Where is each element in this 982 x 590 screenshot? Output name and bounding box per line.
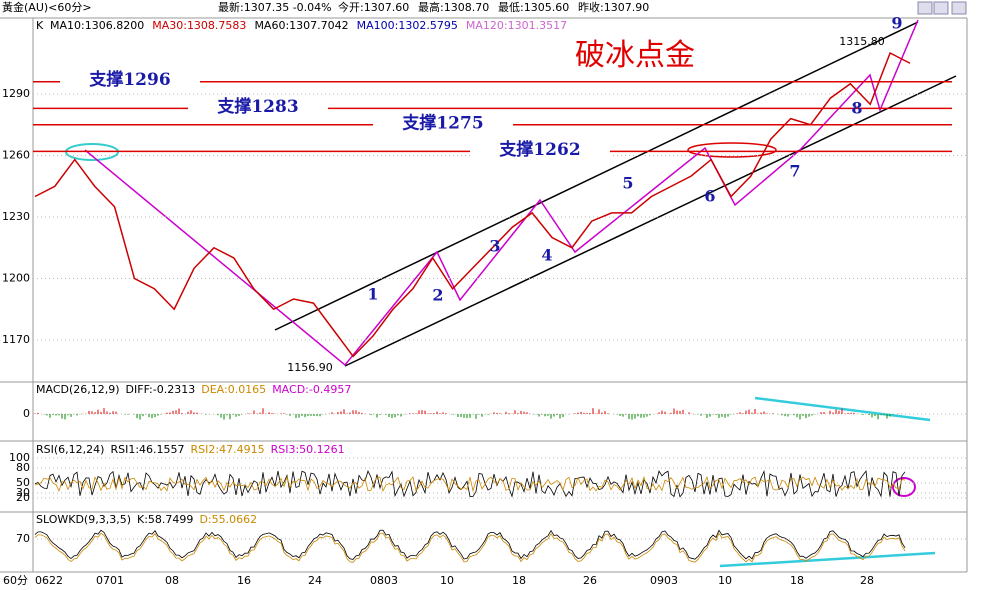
indicator-label: MA30:1308.7583 [152, 19, 246, 32]
indicator-trace [34, 475, 906, 493]
x-tick-label: 16 [237, 574, 251, 587]
y-tick-label: 1230 [2, 210, 30, 223]
y-tick-label: 50 [16, 476, 30, 489]
y-tick-label: 20 [16, 491, 30, 504]
x-tick-label: 10 [718, 574, 732, 587]
y-tick-label: 30 [16, 486, 30, 499]
support-label: 支撑1283 [217, 96, 298, 117]
window-buttons[interactable] [917, 1, 967, 15]
indicator-label: D:55.0662 [199, 513, 257, 526]
indicator-trace [34, 532, 906, 563]
wave-number: 5 [622, 174, 633, 193]
indicator-label: RSI1:46.1557 [110, 443, 184, 456]
label-bg [188, 98, 328, 119]
x-tick-label: 0903 [650, 574, 678, 587]
y-tick-label: 0 [23, 407, 30, 420]
indicator-label: RSI(6,12,24) [36, 443, 104, 456]
x-tick-label: 18 [790, 574, 804, 587]
wave-number: 6 [704, 187, 715, 206]
indicator-label: DEA:0.0165 [201, 383, 266, 396]
header-item: 最高:1308.70 [418, 0, 489, 14]
highlight [687, 142, 777, 158]
y-tick-label: 70 [16, 532, 30, 545]
x-tick-label: 26 [583, 574, 597, 587]
indicator-label: K:58.7499 [137, 513, 193, 526]
x-tick-label: 24 [308, 574, 322, 587]
header-item: 最低:1305.60 [498, 1, 569, 14]
indicator-label: MA60:1307.7042 [254, 19, 348, 32]
wave-number: 7 [789, 162, 800, 181]
indicator-label: SLOWKD(9,3,3,5) [36, 513, 131, 526]
y-tick-label: 100 [9, 451, 30, 464]
support-label: 支撑1275 [402, 112, 483, 133]
indicator-label: DIFF:-0.2313 [126, 383, 196, 396]
wave-path [84, 19, 919, 367]
label-bg [60, 71, 200, 92]
x-tick-label: 18 [512, 574, 526, 587]
y-tick-label: 1170 [2, 333, 30, 346]
period-label: 60分 [3, 574, 28, 587]
indicator-label: K [36, 19, 44, 32]
support-label: 支撑1262 [499, 139, 580, 160]
label-bg [470, 141, 610, 162]
indicator-label: MACD:-0.4957 [272, 383, 351, 396]
indicator-label: MA120:1301.3517 [466, 19, 567, 32]
indicator-label: RSI3:50.1261 [271, 443, 345, 456]
price-line [34, 51, 911, 358]
header-item: 今开:1307.60 [338, 0, 409, 14]
indicator-label: MA100:1302.5795 [357, 19, 458, 32]
wave-number: 4 [541, 246, 552, 265]
y-tick-label: 80 [16, 461, 30, 474]
chart-title: 破冰点金 [575, 38, 695, 73]
indicator-trace [34, 529, 906, 560]
x-tick-label: 0803 [370, 574, 398, 587]
wave-number: 1 [367, 285, 378, 304]
indicator-label: RSI2:47.4915 [191, 443, 265, 456]
header-item: 最新:1307.35 -0.04% [218, 0, 332, 14]
y-tick-label: 1200 [2, 272, 30, 285]
x-tick-label: 08 [165, 574, 179, 587]
high-label: 1315.80 [839, 35, 885, 48]
panel-frames [0, 17, 968, 573]
header-item: 昨收:1307.90 [578, 0, 649, 14]
x-tick-label: 0622 [35, 574, 63, 587]
low-label: 1156.90 [287, 361, 333, 374]
y-tick-label: 1260 [2, 149, 30, 162]
indicator-label: MACD(26,12,9) [36, 383, 120, 396]
wave-number: 9 [891, 14, 902, 33]
highlight [892, 477, 916, 497]
wave-number: 2 [432, 286, 443, 305]
x-tick-label: 10 [440, 574, 454, 587]
label-bg [373, 114, 513, 135]
indicator-label: MA10:1306.8200 [50, 19, 144, 32]
support-label: 支撑1296 [89, 69, 170, 90]
x-tick-label: 28 [860, 574, 874, 587]
wave-number: 3 [489, 237, 500, 256]
x-tick-label: 0701 [96, 574, 124, 587]
wave-number: 8 [851, 99, 862, 118]
instrument: 黃金(AU)<60分> [2, 0, 92, 14]
y-tick-label: 1290 [2, 87, 30, 100]
indicator-trace [34, 470, 906, 498]
